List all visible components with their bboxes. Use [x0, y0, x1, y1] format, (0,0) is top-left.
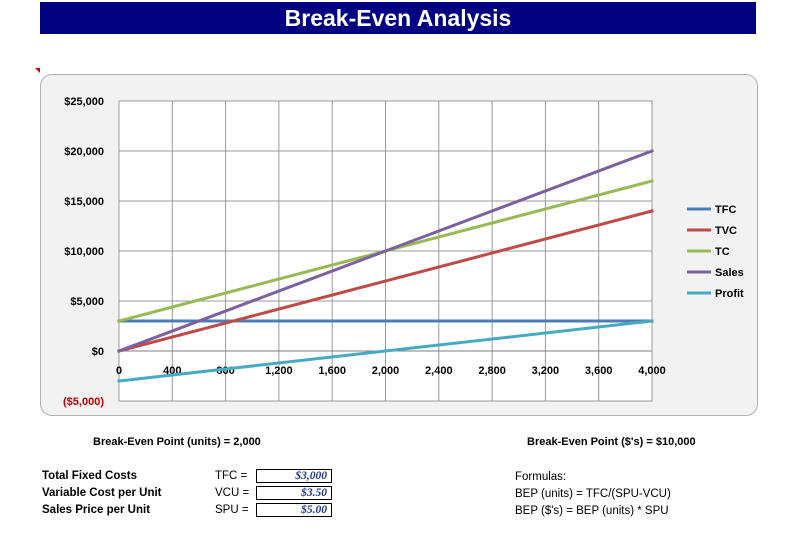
- x-tick-label: 3,600: [585, 365, 613, 377]
- y-tick-label: $15,000: [64, 196, 104, 208]
- x-tick-label: 3,200: [532, 365, 560, 377]
- x-tick-label: 2,800: [478, 365, 506, 377]
- x-tick-label: 2,400: [425, 365, 453, 377]
- series-line-profit: [117, 319, 654, 383]
- tfc-input[interactable]: $3,000: [256, 469, 332, 483]
- y-tick-label: $10,000: [64, 246, 104, 258]
- input-abbr: SPU =: [215, 504, 249, 516]
- y-tick-label: $20,000: [64, 146, 104, 158]
- formula-line: BEP (units) = TFC/(SPU-VCU): [515, 488, 671, 500]
- vcu-input[interactable]: $3.50: [256, 486, 332, 500]
- series-line-tvc: [117, 209, 654, 353]
- formula-line: BEP ($'s) = BEP (units) * SPU: [515, 505, 669, 517]
- bep-units-result: Break-Even Point (units) = 2,000: [93, 436, 261, 448]
- input-label: Sales Price per Unit: [42, 504, 151, 516]
- formulas-block: Formulas: BEP (units) = TFC/(SPU-VCU) BE…: [515, 469, 671, 520]
- comment-marker-icon: [35, 68, 40, 73]
- y-tick-label: $5,000: [70, 296, 104, 308]
- y-tick-label: ($5,000): [63, 396, 104, 408]
- x-tick-label: 2,000: [372, 365, 400, 377]
- chart-area[interactable]: ($5,000) $0 $5,000 $10,000 $15,000 $20,000 $25…: [40, 74, 758, 416]
- x-tick-label: 1,200: [265, 365, 293, 377]
- legend-label: Sales: [715, 267, 744, 279]
- y-tick-label: $25,000: [64, 96, 104, 108]
- input-abbr: VCU =: [215, 487, 250, 499]
- spu-input[interactable]: $5.00: [256, 503, 332, 517]
- break-even-chart: ($5,000) $0 $5,000 $10,000 $15,000 $20,000 $25…: [63, 96, 744, 408]
- input-label: Variable Cost per Unit: [42, 487, 162, 499]
- x-tick-label: 0: [116, 365, 122, 377]
- page-title: Break-Even Analysis: [40, 2, 756, 34]
- input-abbr: TFC =: [215, 470, 248, 482]
- legend-label: TC: [715, 246, 730, 258]
- input-label: Total Fixed Costs: [42, 470, 137, 482]
- legend-label: TVC: [715, 225, 737, 237]
- x-tick-label: 4,000: [638, 365, 666, 377]
- y-tick-label: $0: [92, 346, 104, 358]
- legend-label: Profit: [715, 288, 744, 300]
- x-tick-label: 1,600: [318, 365, 346, 377]
- series-line-sales: [117, 149, 654, 353]
- formulas-heading: Formulas:: [515, 471, 567, 483]
- bep-dollars-result: Break-Even Point ($'s) = $10,000: [527, 436, 696, 448]
- legend-label: TFC: [715, 204, 736, 216]
